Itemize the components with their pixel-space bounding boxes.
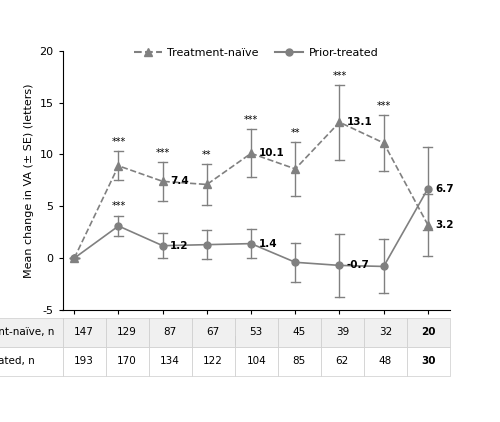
Text: ***: *** xyxy=(376,101,391,111)
Text: 3.2: 3.2 xyxy=(436,220,454,230)
Text: 10.1: 10.1 xyxy=(258,149,284,158)
Text: -0.7: -0.7 xyxy=(347,260,370,271)
X-axis label: Months: Months xyxy=(234,335,279,348)
Text: 6.7: 6.7 xyxy=(436,184,454,194)
Text: 1.2: 1.2 xyxy=(170,241,188,251)
Legend: Treatment-naïve, Prior-treated: Treatment-naïve, Prior-treated xyxy=(130,43,383,62)
Text: **: ** xyxy=(202,149,211,160)
Text: ***: *** xyxy=(332,71,346,81)
Text: 7.4: 7.4 xyxy=(170,176,189,187)
Text: ***: *** xyxy=(244,115,258,125)
Text: ***: *** xyxy=(112,201,126,211)
Y-axis label: Mean change in VA (± SE) (letters): Mean change in VA (± SE) (letters) xyxy=(24,83,34,278)
Text: **: ** xyxy=(290,128,300,138)
Text: ***: *** xyxy=(112,137,126,147)
Text: ***: *** xyxy=(156,148,170,157)
Text: 1.4: 1.4 xyxy=(258,238,277,249)
Text: 13.1: 13.1 xyxy=(347,117,372,127)
